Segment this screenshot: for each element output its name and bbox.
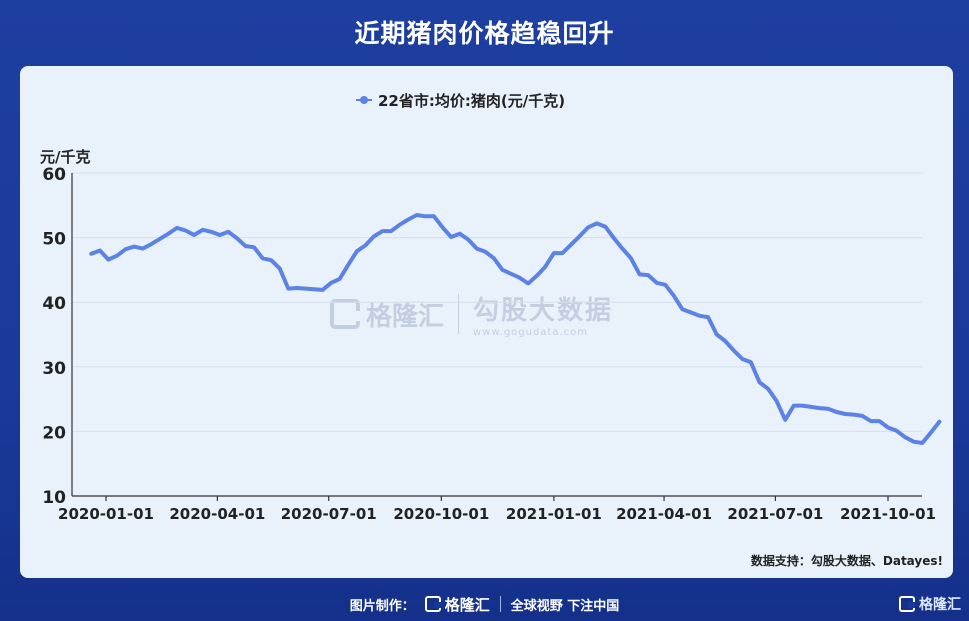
footer-made-by: 图片制作： xyxy=(349,598,415,614)
footer: 图片制作： 格隆汇 全球视野 下注中国 xyxy=(0,592,969,616)
corner-brand: 格隆汇 xyxy=(899,594,961,614)
watermark-divider xyxy=(458,294,460,334)
watermark-brand-name: 格隆汇 xyxy=(366,301,445,332)
watermark-partner-url: www.gogudata.com xyxy=(473,327,589,338)
footer-brand-name: 格隆汇 xyxy=(444,595,490,614)
y-tick-label: 10 xyxy=(42,488,66,508)
footer-brand: 格隆汇 xyxy=(424,594,490,615)
watermark-logo-icon xyxy=(330,299,360,329)
chart-panel xyxy=(20,66,953,578)
series-line xyxy=(89,213,942,445)
x-tick-label: 2020-04-01 xyxy=(169,505,265,523)
footer-divider xyxy=(499,596,501,612)
x-tick-label: 2021-01-01 xyxy=(506,505,602,523)
y-axis-unit-label: 元/千克 xyxy=(40,148,91,166)
data-source: 数据支持：勾股大数据、Datayes! xyxy=(750,554,943,568)
x-tick-label: 2020-10-01 xyxy=(393,505,489,523)
corner-brand-name: 格隆汇 xyxy=(919,597,961,613)
y-tick-label: 30 xyxy=(42,359,66,379)
legend-label: 22省市:均价:猪肉(元/千克) xyxy=(378,91,566,110)
footer-slogan: 全球视野 下注中国 xyxy=(510,598,620,614)
y-tick-label: 50 xyxy=(42,230,66,250)
x-tick-label: 2020-01-01 xyxy=(58,505,154,523)
brand-logo-icon xyxy=(424,596,441,612)
watermark: 格隆汇 勾股大数据 www.gogudata.com xyxy=(330,290,613,338)
legend-line-marker-icon xyxy=(356,94,372,106)
watermark-brand: 格隆汇 xyxy=(330,296,444,333)
y-tick-label: 20 xyxy=(42,423,66,443)
x-tick-label: 2020-07-01 xyxy=(281,505,377,523)
x-tick-label: 2021-07-01 xyxy=(727,505,823,523)
y-tick-label: 40 xyxy=(42,294,66,314)
corner-logo-icon xyxy=(899,596,915,612)
x-tick-label: 2021-04-01 xyxy=(616,505,712,523)
watermark-partner-name: 勾股大数据 xyxy=(473,296,614,326)
chart-legend: 22省市:均价:猪肉(元/千克) xyxy=(356,90,565,110)
page-title: 近期猪肉价格趋稳回升 xyxy=(354,19,615,48)
x-tick-label: 2021-10-01 xyxy=(840,505,936,523)
y-tick-label: 60 xyxy=(42,165,66,185)
watermark-partner: 勾股大数据 www.gogudata.com xyxy=(473,290,613,338)
